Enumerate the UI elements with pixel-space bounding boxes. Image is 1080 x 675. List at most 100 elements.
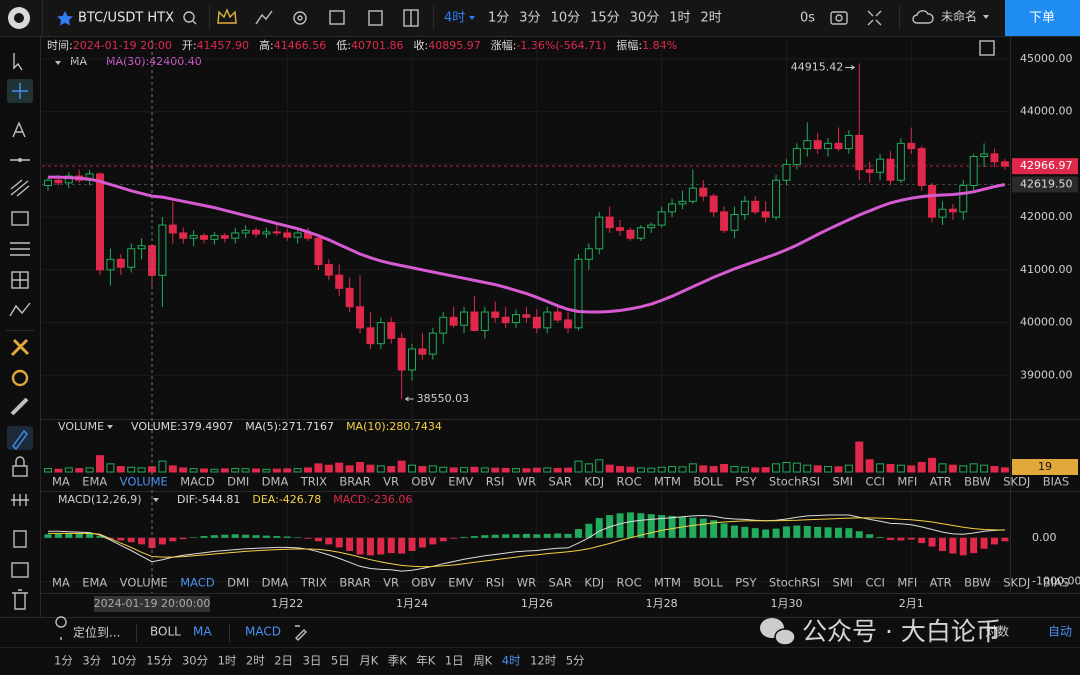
indicator-tab[interactable]: EMV xyxy=(448,576,473,590)
indicator-tab[interactable]: BIAS xyxy=(1043,576,1069,590)
indicator-tab[interactable]: SMI xyxy=(832,475,853,489)
interval-option[interactable]: 3日 xyxy=(303,654,322,668)
interval-option[interactable]: 2时 xyxy=(246,654,265,668)
indicator-tab[interactable]: BIAS xyxy=(1043,475,1069,489)
indicator-tab[interactable]: MFI xyxy=(897,475,917,489)
interval-option[interactable]: 2时 xyxy=(700,11,721,26)
visibility-tool[interactable] xyxy=(11,494,29,506)
cursor-tool[interactable] xyxy=(13,53,23,71)
ruler-tool[interactable] xyxy=(10,397,29,416)
indicator-tab[interactable]: BOLL xyxy=(693,475,723,489)
layout-name[interactable]: 未命名 xyxy=(941,9,977,24)
indicator-tab[interactable]: RSI xyxy=(486,576,505,590)
pane-maximize-icon[interactable] xyxy=(979,40,995,56)
symbol[interactable]: BTC/USDT HTX xyxy=(78,11,174,26)
indicator-tab[interactable]: DMA xyxy=(262,475,289,489)
indicator-icon[interactable] xyxy=(255,10,273,25)
pattern-tool[interactable] xyxy=(9,302,31,317)
order-button-label[interactable]: 下单 xyxy=(1029,11,1055,26)
search-icon[interactable] xyxy=(183,11,195,23)
lock-tool[interactable] xyxy=(12,465,28,477)
active-interval[interactable]: 4时 xyxy=(444,11,465,26)
indicator-tab[interactable]: MTM xyxy=(654,475,681,489)
interval-option[interactable]: 15分 xyxy=(590,11,620,26)
indicator-tab[interactable]: KDJ xyxy=(584,576,604,590)
indicator-tab[interactable]: MA xyxy=(52,475,70,489)
indicator-tab[interactable]: ATR xyxy=(930,475,952,489)
indicator-tab[interactable]: EMA xyxy=(82,475,107,489)
indicator-tab[interactable]: VOLUME xyxy=(120,475,168,489)
interval-option[interactable]: 30分 xyxy=(182,654,209,668)
indicator-tab[interactable]: VOLUME xyxy=(120,576,168,590)
indicator-tab[interactable]: TRIX xyxy=(300,475,327,489)
channel-tool[interactable] xyxy=(10,179,30,197)
indicator-tab[interactable]: EMA xyxy=(82,576,107,590)
interval-option[interactable]: 5分 xyxy=(566,654,585,668)
indicator-tab[interactable]: BOLL xyxy=(693,576,723,590)
interval-option[interactable]: 3分 xyxy=(82,654,101,668)
interval-option[interactable]: 年K xyxy=(416,654,435,668)
interval-option[interactable]: 15分 xyxy=(146,654,173,668)
indicator-tab[interactable]: MA xyxy=(52,576,70,590)
indicator-tab[interactable]: TRIX xyxy=(300,576,327,590)
indicator-tab[interactable]: MACD xyxy=(180,576,215,590)
camera-icon[interactable] xyxy=(830,11,848,25)
indicator-tab[interactable]: BRAR xyxy=(339,576,370,590)
interval-option[interactable]: 1分 xyxy=(488,11,509,26)
interval-option[interactable]: 10分 xyxy=(551,11,581,26)
indicator-tab[interactable]: MACD xyxy=(180,475,215,489)
indicator-tab[interactable]: MTM xyxy=(654,576,681,590)
indicator-tab[interactable]: SKDJ xyxy=(1003,475,1030,489)
indicator-tab[interactable]: CCI xyxy=(865,475,884,489)
indicator-tab[interactable]: VR xyxy=(383,576,399,590)
interval-option[interactable]: 1日 xyxy=(445,654,464,668)
indicator-tab[interactable]: CCI xyxy=(865,576,884,590)
indicator-tab[interactable]: OBV xyxy=(411,475,436,489)
indicator-tab[interactable]: WR xyxy=(517,576,536,590)
indicator-tab[interactable]: ATR xyxy=(930,576,952,590)
list-tool[interactable] xyxy=(11,562,29,578)
interval-option[interactable]: 2日 xyxy=(274,654,293,668)
indicator-tab[interactable]: StochRSI xyxy=(769,576,820,590)
sub-indicator-macd[interactable]: MACD xyxy=(245,625,281,639)
interval-option[interactable]: 1分 xyxy=(54,654,73,668)
indicator-tab[interactable]: RSI xyxy=(486,475,505,489)
indicator-tab[interactable]: BBW xyxy=(964,475,991,489)
indicator-tab[interactable]: BRAR xyxy=(339,475,370,489)
cloud-icon[interactable] xyxy=(912,10,934,24)
delete-tool[interactable] xyxy=(12,589,28,610)
indicator-tab[interactable]: KDJ xyxy=(584,475,604,489)
interval-option[interactable]: 月K xyxy=(359,654,378,668)
overlay-ma[interactable]: MA xyxy=(193,625,212,639)
edit-icon[interactable] xyxy=(295,625,307,641)
interval-option[interactable]: 3分 xyxy=(519,11,540,26)
indicator-tab[interactable]: StochRSI xyxy=(769,475,820,489)
indicator-tab[interactable]: VR xyxy=(383,475,399,489)
locate-label[interactable]: 定位到... xyxy=(73,625,120,640)
template-icon[interactable] xyxy=(329,10,345,25)
settings-icon[interactable] xyxy=(293,11,307,25)
fullscreen-icon[interactable] xyxy=(867,10,882,26)
indicator-tab[interactable]: DMI xyxy=(227,475,249,489)
indicator-tab[interactable]: SMI xyxy=(832,576,853,590)
indicator-tab[interactable]: ROC xyxy=(617,576,642,590)
text-tool[interactable] xyxy=(12,121,26,138)
interval-option[interactable]: 12时 xyxy=(530,654,557,668)
indicator-tab[interactable]: EMV xyxy=(448,475,473,489)
interval-option[interactable]: 4时 xyxy=(502,654,521,668)
indicator-tab[interactable]: SKDJ xyxy=(1003,576,1030,590)
interval-option[interactable]: 10分 xyxy=(111,654,138,668)
interval-option[interactable]: 1时 xyxy=(218,654,237,668)
overlay-boll[interactable]: BOLL xyxy=(150,625,181,639)
shape-tool[interactable] xyxy=(11,211,29,226)
indicator-tab[interactable]: WR xyxy=(517,475,536,489)
indicator-tab[interactable]: PSY xyxy=(735,475,757,489)
interval-option[interactable]: 1时 xyxy=(669,11,690,26)
template-tool[interactable] xyxy=(13,530,27,548)
premium-icon[interactable] xyxy=(217,8,237,24)
log-toggle[interactable]: 对数 xyxy=(985,624,1009,639)
brush-tool[interactable] xyxy=(12,429,28,451)
indicator-tab[interactable]: SAR xyxy=(549,475,572,489)
locate-icon[interactable] xyxy=(55,616,67,640)
indicator-tab[interactable]: SAR xyxy=(549,576,572,590)
